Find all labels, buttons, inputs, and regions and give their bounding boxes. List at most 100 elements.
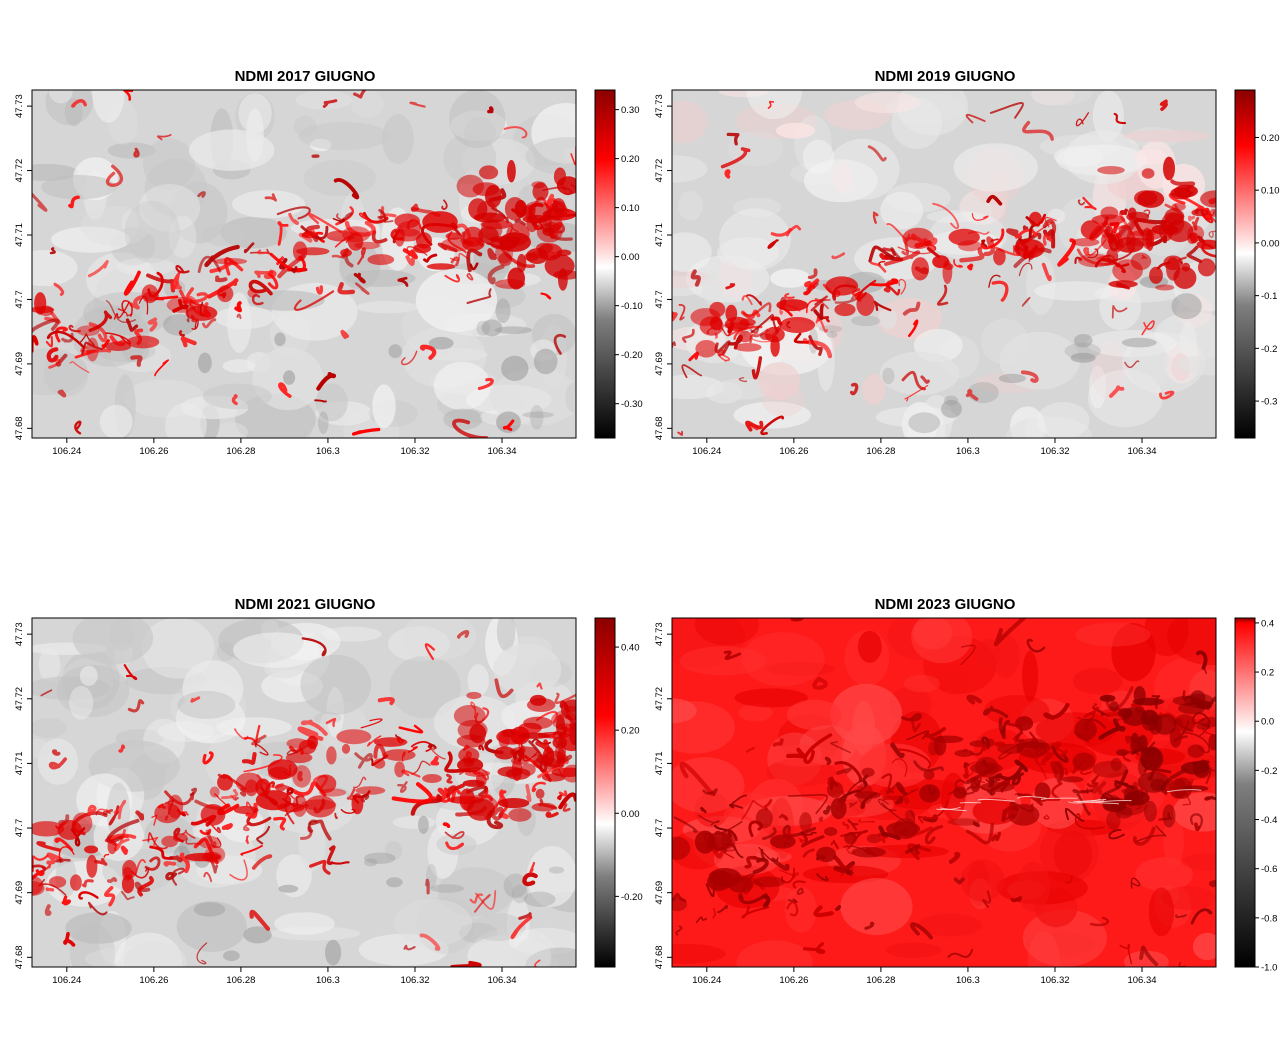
channel-meander	[215, 275, 228, 283]
bank-line	[1016, 796, 1047, 799]
channel-meander	[61, 895, 71, 906]
x-tick-label: 106.24	[692, 446, 721, 457]
raster-texture	[124, 200, 180, 264]
channel-meander	[848, 801, 858, 808]
bank-line	[977, 798, 1015, 802]
channel-core	[844, 832, 858, 845]
channel-meander	[690, 269, 701, 287]
x-tick-label: 106.32	[1040, 446, 1069, 457]
channel-meander	[1108, 828, 1125, 840]
channel-meander	[94, 858, 108, 866]
channel-core	[1116, 749, 1129, 756]
channel-meander	[531, 781, 546, 793]
channel-meander	[275, 784, 305, 798]
channel-core	[856, 782, 873, 805]
channel-meander	[868, 245, 895, 263]
channel-meander	[717, 349, 725, 357]
channel-meander	[300, 225, 329, 240]
channel-meander	[965, 389, 979, 401]
channel-core	[1108, 280, 1138, 288]
channel-core	[825, 276, 859, 296]
channel-meander	[333, 178, 360, 200]
channel-meander	[473, 894, 491, 913]
bank-line	[1068, 800, 1105, 804]
channel-meander	[1091, 774, 1099, 785]
channel-meander	[728, 803, 744, 809]
channel-core	[422, 211, 458, 233]
channel-core	[466, 798, 496, 821]
y-tick-label: 47.73	[14, 622, 25, 646]
raster-texture	[1022, 909, 1107, 967]
raster-texture	[765, 662, 835, 676]
channel-core	[827, 781, 844, 798]
channel-meander	[248, 279, 273, 296]
raster-texture	[911, 618, 973, 664]
channel-meander	[802, 848, 815, 858]
channel-meander	[104, 886, 116, 907]
channel-meander	[68, 324, 81, 333]
channel-meander	[469, 262, 479, 271]
channel-meander	[425, 878, 430, 895]
raster-texture	[672, 155, 708, 183]
x-tick-label: 106.3	[316, 975, 340, 986]
channel-core	[501, 729, 515, 738]
channel-meander	[1092, 703, 1098, 708]
channel-meander	[32, 869, 45, 880]
channel-meander	[87, 260, 109, 278]
channel-meander	[999, 719, 1010, 740]
channel-core	[969, 740, 988, 747]
channel-core	[1137, 190, 1165, 208]
channel-meander	[913, 760, 944, 772]
raster-texture	[941, 772, 966, 821]
y-tick-label: 47.72	[654, 159, 665, 183]
channel-meander	[510, 916, 532, 940]
channel-meander	[1178, 961, 1186, 967]
raster-texture	[165, 402, 207, 438]
channel-core	[86, 854, 98, 878]
channel-core	[536, 242, 554, 253]
channel-core	[1196, 722, 1211, 730]
channel-core	[494, 279, 526, 289]
channel-core	[551, 198, 566, 215]
raster-texture	[878, 308, 898, 329]
channel-core	[1092, 760, 1128, 778]
raster-texture	[976, 638, 1001, 670]
channel-meander	[804, 278, 820, 288]
channel-meander	[1119, 208, 1128, 216]
channel-core	[1155, 284, 1175, 291]
raster-texture	[1175, 354, 1216, 376]
channel-meander	[954, 779, 975, 795]
raster-texture	[877, 297, 942, 340]
legend-tick-label: 0.10	[621, 203, 640, 214]
channel-meander	[1072, 788, 1094, 794]
y-tick-label: 47.7	[654, 290, 665, 309]
raster-texture	[303, 159, 377, 197]
channel-meander	[503, 126, 528, 139]
channel-meander	[273, 816, 287, 831]
channel-meander	[831, 252, 846, 259]
channel-meander	[241, 752, 257, 765]
legend-tick-label: 0.30	[621, 105, 640, 116]
channel-meander	[724, 169, 731, 179]
raster-texture	[736, 940, 813, 967]
channel-core	[1099, 694, 1116, 702]
channel-core	[904, 809, 915, 822]
channel-core	[541, 773, 566, 782]
channel-meander	[745, 746, 755, 753]
channel-core	[34, 292, 47, 315]
channel-core	[923, 769, 935, 780]
channel-meander	[171, 867, 186, 886]
plot-frame	[31, 617, 577, 968]
channel-meander	[536, 682, 543, 690]
channel-meander	[1043, 814, 1050, 820]
channel-meander	[529, 861, 536, 874]
raster-texture	[1016, 862, 1051, 912]
channel-meander	[180, 336, 197, 348]
channel-core	[764, 326, 785, 343]
channel-meander	[205, 829, 217, 848]
raster-texture	[32, 249, 78, 287]
raster-texture	[386, 877, 403, 888]
channel-core	[1097, 166, 1125, 175]
channel-meander	[1074, 256, 1083, 265]
channel-meander	[718, 353, 731, 362]
